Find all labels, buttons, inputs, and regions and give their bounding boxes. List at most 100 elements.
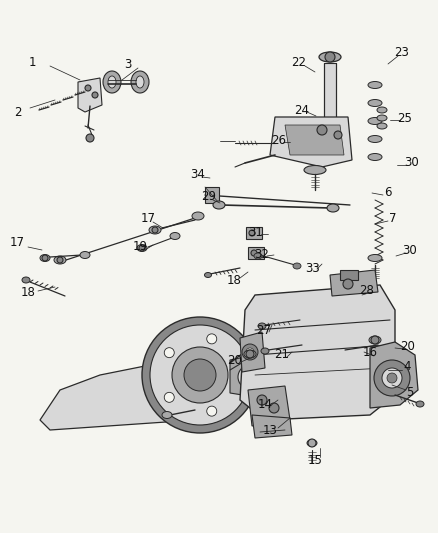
- Circle shape: [251, 250, 257, 256]
- Circle shape: [334, 131, 342, 139]
- Ellipse shape: [369, 336, 381, 344]
- Ellipse shape: [213, 201, 225, 209]
- Circle shape: [152, 227, 158, 233]
- Ellipse shape: [170, 232, 180, 239]
- Text: 22: 22: [292, 56, 307, 69]
- Polygon shape: [78, 78, 102, 112]
- Text: 29: 29: [201, 190, 216, 204]
- Circle shape: [308, 439, 316, 447]
- Text: 17: 17: [141, 212, 155, 224]
- Polygon shape: [252, 415, 292, 438]
- Circle shape: [325, 52, 335, 62]
- Polygon shape: [285, 125, 344, 155]
- Circle shape: [249, 230, 255, 236]
- Ellipse shape: [40, 254, 50, 262]
- Text: 34: 34: [191, 168, 205, 182]
- Bar: [246, 227, 262, 239]
- Ellipse shape: [307, 440, 317, 447]
- Ellipse shape: [136, 76, 144, 88]
- Circle shape: [343, 279, 353, 289]
- Ellipse shape: [131, 71, 149, 93]
- Circle shape: [92, 92, 98, 98]
- Circle shape: [207, 334, 217, 344]
- Circle shape: [139, 245, 145, 251]
- Text: 28: 28: [360, 284, 374, 296]
- Ellipse shape: [304, 166, 326, 174]
- Text: 18: 18: [226, 273, 241, 287]
- Polygon shape: [230, 355, 265, 397]
- Polygon shape: [240, 285, 395, 420]
- Text: 13: 13: [262, 424, 277, 437]
- Text: 2: 2: [14, 106, 22, 118]
- Ellipse shape: [377, 107, 387, 113]
- Polygon shape: [248, 386, 290, 426]
- Ellipse shape: [416, 401, 424, 407]
- Bar: [340, 270, 358, 280]
- Circle shape: [150, 325, 250, 425]
- Ellipse shape: [108, 76, 116, 88]
- Circle shape: [242, 344, 258, 360]
- Ellipse shape: [368, 135, 382, 142]
- Ellipse shape: [54, 256, 66, 264]
- Ellipse shape: [368, 117, 382, 125]
- Ellipse shape: [192, 212, 204, 220]
- Text: 24: 24: [294, 103, 310, 117]
- Ellipse shape: [377, 123, 387, 129]
- Ellipse shape: [205, 272, 212, 278]
- Circle shape: [164, 392, 174, 402]
- Text: 4: 4: [403, 360, 411, 374]
- Bar: [248, 247, 264, 259]
- Ellipse shape: [327, 204, 339, 212]
- Circle shape: [42, 255, 48, 261]
- Ellipse shape: [254, 253, 262, 259]
- Circle shape: [255, 390, 261, 396]
- Circle shape: [246, 350, 254, 358]
- Text: 31: 31: [248, 225, 263, 238]
- Ellipse shape: [368, 100, 382, 107]
- Ellipse shape: [137, 245, 147, 252]
- Polygon shape: [240, 332, 265, 372]
- Circle shape: [184, 359, 216, 391]
- Circle shape: [57, 257, 63, 263]
- Ellipse shape: [149, 226, 161, 234]
- Text: 30: 30: [405, 157, 419, 169]
- Text: 17: 17: [10, 237, 25, 249]
- Text: 14: 14: [258, 398, 272, 410]
- Text: 19: 19: [133, 240, 148, 254]
- Circle shape: [164, 348, 174, 358]
- Circle shape: [142, 317, 258, 433]
- Text: 3: 3: [124, 59, 132, 71]
- Text: 30: 30: [403, 244, 417, 256]
- Text: 26: 26: [272, 133, 286, 147]
- Ellipse shape: [22, 277, 30, 283]
- Circle shape: [238, 365, 262, 389]
- Polygon shape: [270, 117, 352, 167]
- Circle shape: [374, 360, 410, 396]
- Text: 1: 1: [28, 55, 36, 69]
- Circle shape: [246, 348, 254, 356]
- Circle shape: [387, 373, 397, 383]
- Circle shape: [382, 368, 402, 388]
- Text: 25: 25: [398, 111, 413, 125]
- Text: 15: 15: [307, 454, 322, 466]
- Ellipse shape: [80, 252, 90, 259]
- Text: 20: 20: [401, 341, 415, 353]
- Ellipse shape: [258, 323, 266, 329]
- Text: 6: 6: [384, 185, 392, 198]
- Ellipse shape: [368, 82, 382, 88]
- Text: 33: 33: [306, 262, 320, 274]
- Ellipse shape: [377, 115, 387, 121]
- Ellipse shape: [162, 411, 172, 418]
- Circle shape: [85, 85, 91, 91]
- Text: 5: 5: [406, 386, 413, 400]
- Ellipse shape: [368, 254, 382, 262]
- Circle shape: [233, 370, 243, 380]
- Circle shape: [172, 347, 228, 403]
- Text: 21: 21: [275, 349, 290, 361]
- Ellipse shape: [244, 350, 256, 358]
- Circle shape: [257, 395, 267, 405]
- Ellipse shape: [261, 348, 269, 354]
- Polygon shape: [40, 365, 210, 430]
- Polygon shape: [370, 342, 418, 408]
- Ellipse shape: [293, 263, 301, 269]
